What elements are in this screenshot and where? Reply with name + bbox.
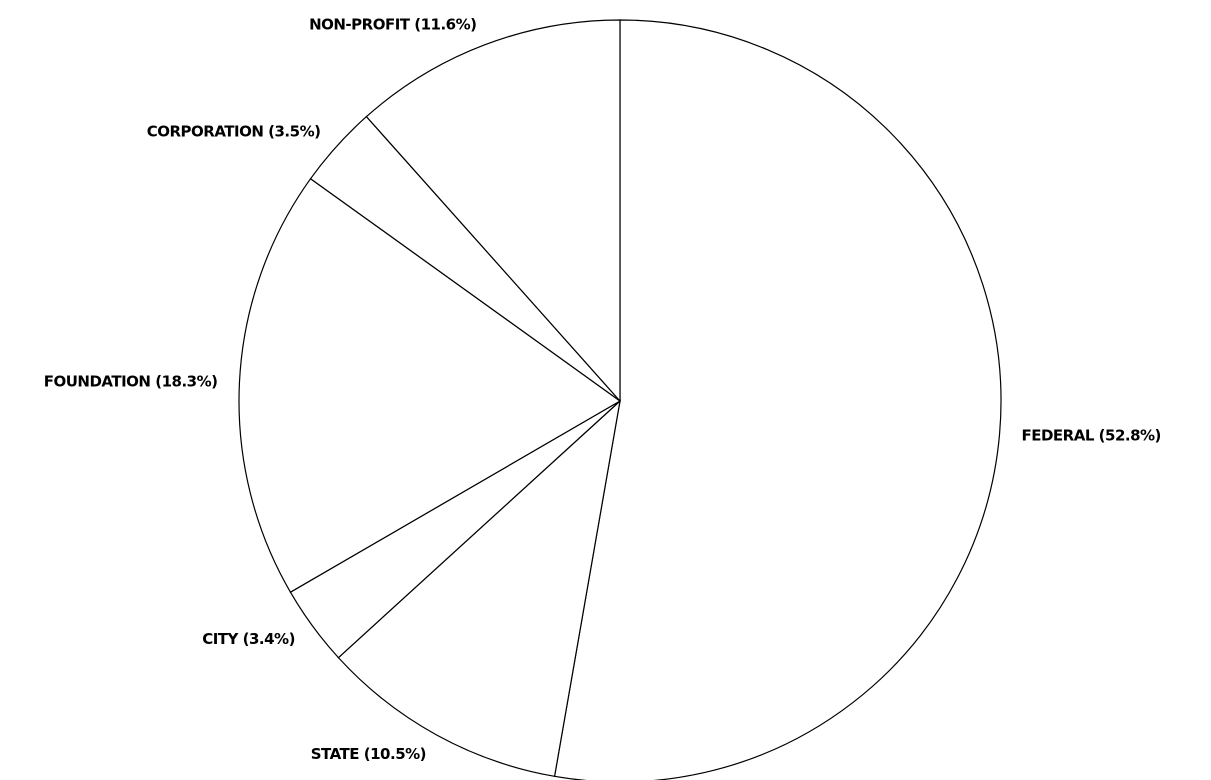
slice-value-label: (3.5%) [268,122,320,140]
pie-slice [553,19,1002,780]
slice-category: CITY [202,630,239,648]
slice-label: FEDERAL (52.8%) [1021,426,1160,444]
slice-value-label: (18.3%) [155,372,217,390]
slice-value-label: (11.6%) [414,15,476,33]
slice-label: CITY (3.4%) [202,630,295,648]
slice-category: FEDERAL [1021,426,1094,444]
slice-value-label: (52.8%) [1099,426,1161,444]
pie-slice [365,19,621,403]
slice-label: FOUNDATION (18.3%) [44,372,218,390]
slice-category: FOUNDATION [44,372,151,390]
pie-slice [337,399,621,778]
slice-label: STATE (10.5%) [311,745,426,763]
slice-category: NON-PROFIT [309,15,411,33]
slice-category: CORPORATION [147,122,264,140]
slice-category: STATE [311,745,360,763]
pie-slice [238,177,622,594]
slice-value-label: (10.5%) [364,745,426,763]
slice-label: CORPORATION (3.5%) [147,122,321,140]
slice-label: NON-PROFIT (11.6%) [309,15,476,33]
slice-value-label: (3.4%) [243,630,295,648]
